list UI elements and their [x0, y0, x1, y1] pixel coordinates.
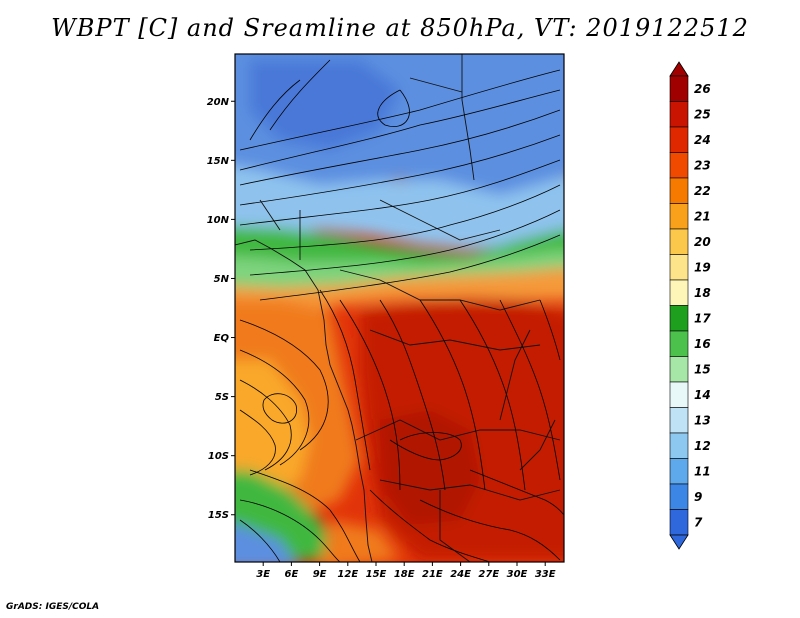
- colorbar-label: 14: [694, 388, 711, 402]
- colorbar-bottom-arrow: [669, 534, 689, 550]
- colorbar-label: 15: [694, 362, 711, 376]
- colorbar-swatch: [669, 75, 689, 102]
- lat-tick-label: 15S: [208, 510, 229, 521]
- longitude-axis: 3E 6E 9E 12E 15E 18E 21E 24E 27E 30E 33E: [256, 562, 556, 580]
- colorbar-label: 18: [694, 286, 711, 300]
- colorbar-label: 25: [694, 107, 711, 121]
- colorbar: 26 25 24 23 22 21 20 19 18 17 16 15 14 13 12 11 9 7: [669, 61, 711, 550]
- wbpt-shading: [235, 54, 564, 562]
- colorbar-label: 12: [694, 439, 711, 453]
- lat-tick-label: EQ: [214, 333, 230, 344]
- lat-tick-label: 10S: [208, 451, 229, 462]
- map-frame: [234, 53, 565, 563]
- colorbar-label: 21: [694, 209, 711, 223]
- colorbar-swatch: [669, 228, 689, 255]
- colorbar-label: 13: [694, 413, 711, 427]
- colorbar-swatch: [669, 254, 689, 281]
- colorbar-label: 17: [694, 311, 711, 325]
- latitude-axis: 20N 15N 10N 5N EQ 5S 10S 15S: [207, 97, 235, 521]
- lon-tick-label: 3E: [256, 569, 270, 580]
- colorbar-label: 24: [694, 133, 711, 147]
- lon-tick-label: 33E: [535, 569, 556, 580]
- colorbar-swatch: [669, 458, 689, 485]
- colorbar-label: 26: [694, 82, 711, 96]
- lon-tick-label: 9E: [313, 569, 327, 580]
- lat-tick-label: 5S: [215, 392, 229, 403]
- colorbar-label: 7: [694, 515, 703, 529]
- lat-tick-label: 20N: [207, 97, 230, 108]
- colorbar-swatch: [669, 203, 689, 230]
- colorbar-swatch: [669, 126, 689, 153]
- lon-tick-label: 30E: [507, 569, 528, 580]
- lat-tick-label: 5N: [214, 274, 230, 285]
- colorbar-label: 9: [694, 490, 702, 504]
- colorbar-swatch: [669, 407, 689, 434]
- page-title: WBPT [C] and Sreamline at 850hPa, VT: 20…: [51, 14, 749, 42]
- colorbar-swatch: [669, 483, 689, 510]
- lon-tick-label: 6E: [285, 569, 299, 580]
- colorbar-swatch: [669, 279, 689, 306]
- lon-tick-label: 21E: [422, 569, 443, 580]
- colorbar-label: 23: [694, 158, 711, 172]
- lon-tick-label: 15E: [366, 569, 387, 580]
- streamlines: [239, 59, 564, 562]
- colorbar-swatch: [669, 509, 689, 536]
- lon-tick-label: 24E: [450, 569, 471, 580]
- colorbar-swatch: [669, 101, 689, 128]
- colorbar-label: 20: [694, 235, 711, 249]
- colorbar-swatch: [669, 432, 689, 459]
- colorbar-label: 22: [694, 184, 711, 198]
- colorbar-swatch: [669, 152, 689, 179]
- colorbar-label: 11: [694, 464, 711, 478]
- colorbar-top-arrow: [669, 61, 689, 77]
- colorbar-label: 16: [694, 337, 711, 351]
- lat-tick-label: 15N: [207, 156, 230, 167]
- lat-tick-label: 10N: [207, 215, 230, 226]
- lon-tick-label: 27E: [478, 569, 499, 580]
- colorbar-swatch: [669, 305, 689, 332]
- colorbar-swatch: [669, 177, 689, 204]
- colorbar-swatch: [669, 381, 689, 408]
- lon-tick-label: 18E: [394, 569, 415, 580]
- colorbar-swatch: [669, 356, 689, 383]
- credit-text: GrADS: IGES/COLA: [6, 602, 100, 612]
- lon-tick-label: 12E: [337, 569, 358, 580]
- colorbar-swatch: [669, 330, 689, 357]
- colorbar-label: 19: [694, 260, 711, 274]
